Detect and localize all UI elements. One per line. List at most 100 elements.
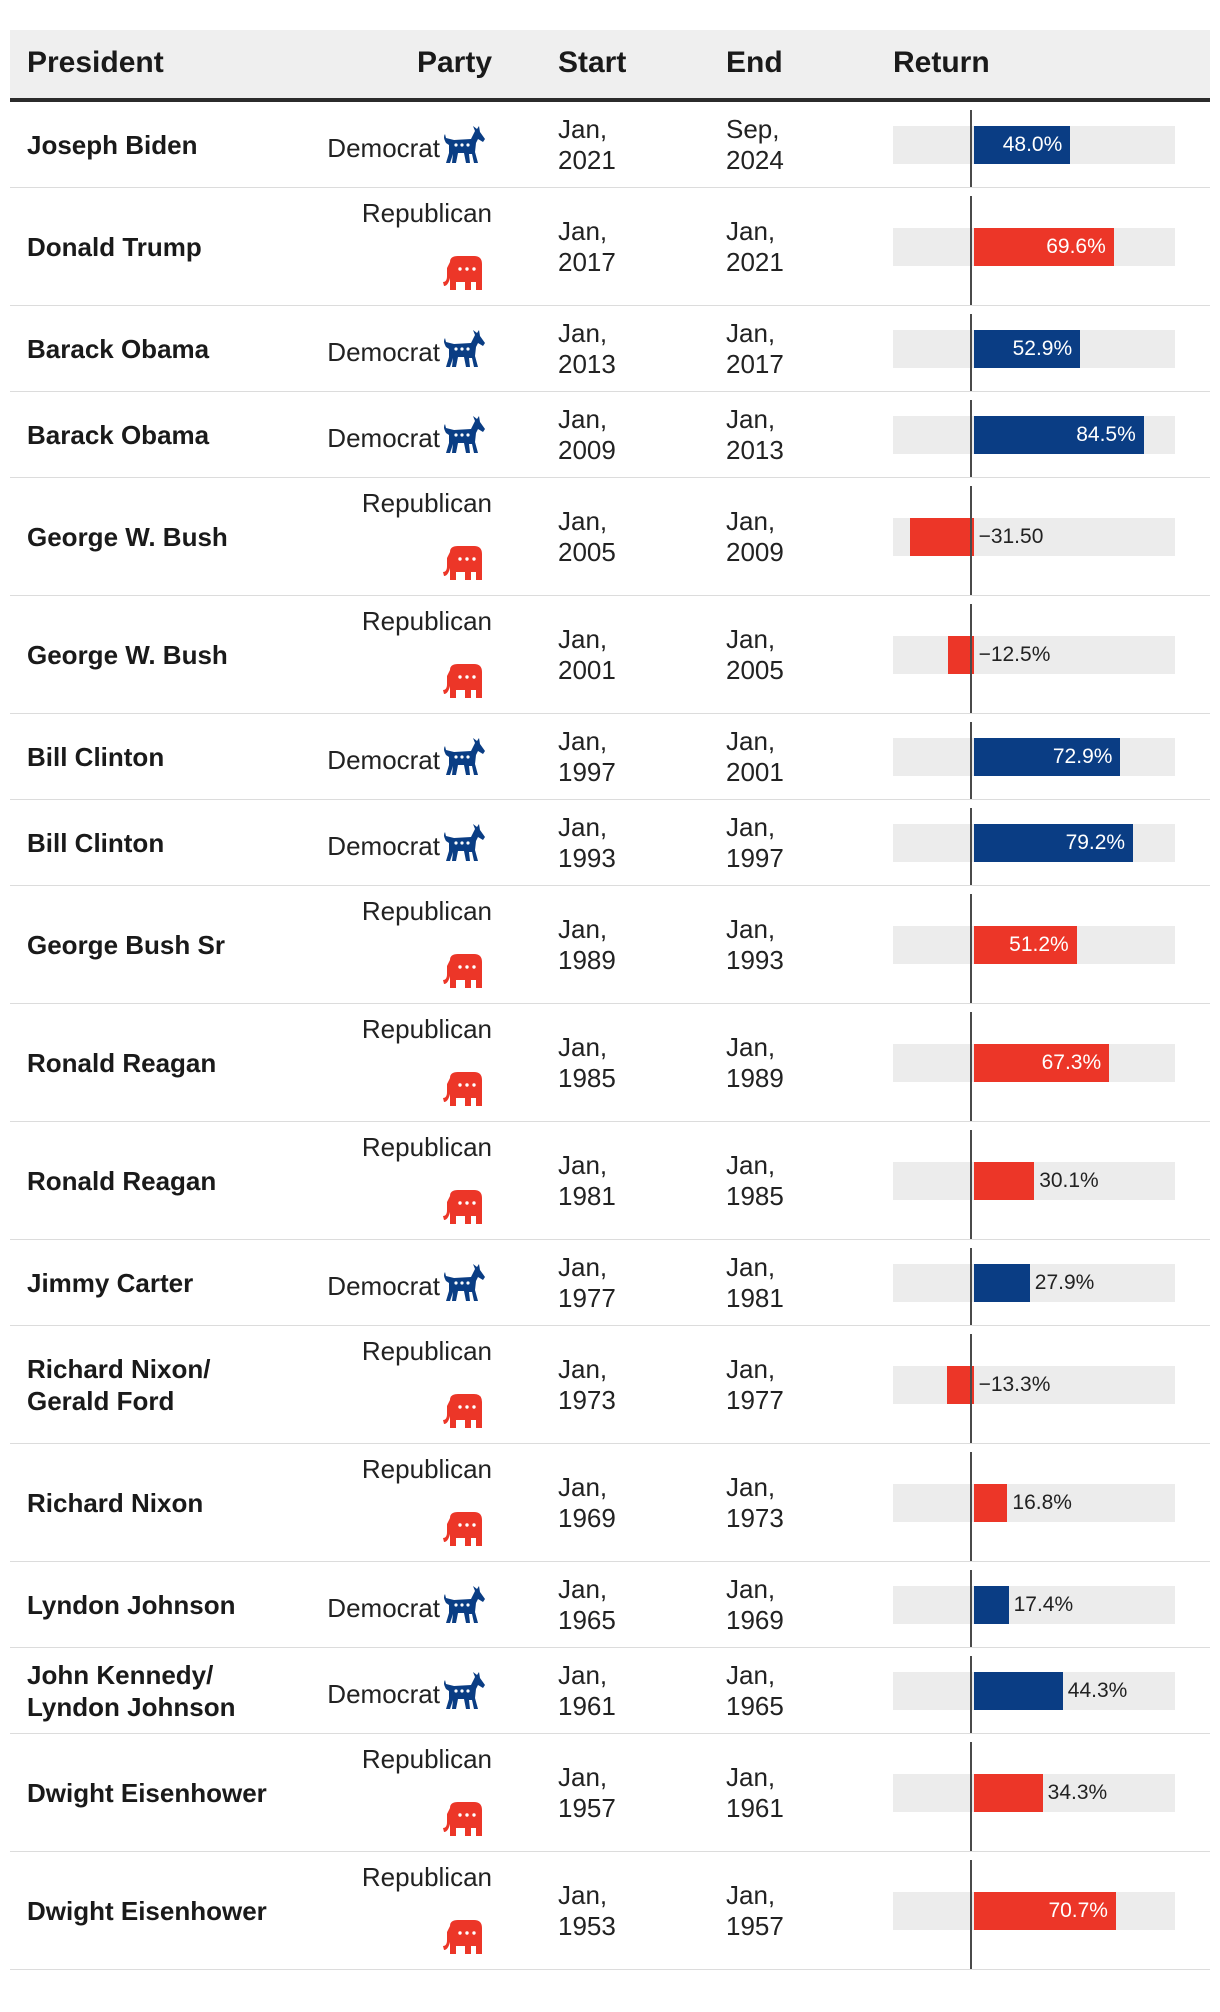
- party-label: Republican: [361, 1014, 492, 1044]
- donkey-icon: [442, 1263, 486, 1303]
- zero-axis-line: [970, 1742, 972, 1851]
- header-president: President: [27, 46, 164, 79]
- table-row: Richard Nixon Republican Jan, 1969 Jan, 1973 1…: [10, 1444, 1210, 1562]
- party-label: Republican: [361, 1454, 492, 1484]
- zero-axis-line: [970, 1452, 972, 1561]
- end-date: Jan, 1973: [726, 1471, 784, 1533]
- start-date: Jan, 1989: [558, 913, 616, 975]
- table-row: Ronald Reagan Republican Jan, 1981 Jan, 1985 3…: [10, 1122, 1210, 1240]
- president-name: Ronald Reagan: [27, 1165, 217, 1196]
- donkey-icon: [442, 1585, 486, 1625]
- bar-value-label: 30.1%: [1039, 1168, 1099, 1192]
- bar: [973, 1043, 1110, 1082]
- bar-track: 51.2%: [893, 925, 1175, 964]
- president-name: George W. Bush: [27, 639, 228, 670]
- bar-value-label: 34.3%: [1047, 1780, 1108, 1804]
- zero-axis-line: [970, 1248, 972, 1325]
- donkey-icon: [442, 329, 486, 369]
- start-date: Jan, 2017: [558, 215, 616, 277]
- bar: [973, 125, 1071, 164]
- end-date: Jan, 1997: [726, 811, 784, 873]
- start-date: Jan, 2021: [558, 113, 616, 175]
- zero-axis-line: [970, 1334, 972, 1443]
- zero-axis-line: [970, 1130, 972, 1239]
- party-label: Democrat: [327, 132, 440, 163]
- bar: [973, 1585, 1009, 1624]
- bar-track: 16.8%: [893, 1483, 1175, 1522]
- header-party: Party: [416, 46, 492, 79]
- end-date: Jan, 1969: [726, 1573, 784, 1635]
- bar-track: −12.5%: [893, 635, 1175, 674]
- bar-value-label: −13.3%: [978, 1372, 1051, 1396]
- bar-track: 72.9%: [893, 737, 1175, 776]
- table-row: Ronald Reagan Republican Jan, 1985 Jan, 1989 6…: [10, 1004, 1210, 1122]
- bar-track: −31.50: [893, 517, 1175, 556]
- table-row: George W. Bush Republican Jan, 2005 Jan, 2009…: [10, 478, 1210, 596]
- elephant-icon: [442, 1916, 486, 1956]
- bar-value-label: 70.7%: [1048, 1898, 1108, 1922]
- elephant-icon: [442, 1798, 486, 1838]
- elephant-icon: [442, 1390, 486, 1430]
- table-row: Barack Obama Democrat Jan, 2009 Jan, 2013 84.5…: [10, 392, 1210, 478]
- end-date: Jan, 1989: [726, 1031, 784, 1093]
- zero-axis-line: [970, 1860, 972, 1969]
- zero-axis-line: [970, 314, 972, 391]
- party-label: Democrat: [327, 744, 440, 775]
- elephant-icon: [442, 1186, 486, 1226]
- start-date: Jan, 1973: [558, 1353, 616, 1415]
- bar-track: 34.3%: [893, 1773, 1175, 1812]
- end-date: Jan, 2009: [726, 505, 784, 567]
- president-name: John Kennedy/ Lyndon Johnson: [27, 1659, 236, 1722]
- bar-track: 48.0%: [893, 125, 1175, 164]
- president-name: Jimmy Carter: [27, 1267, 194, 1298]
- party-label: Republican: [361, 1862, 492, 1892]
- end-date: Sep, 2024: [726, 113, 784, 175]
- bar: [948, 635, 974, 674]
- zero-axis-line: [970, 1012, 972, 1121]
- elephant-icon: [442, 1068, 486, 1108]
- bar: [973, 415, 1144, 454]
- bar-track: 70.7%: [893, 1891, 1175, 1930]
- party-label: Republican: [361, 488, 492, 518]
- table-header: President Party Start End Return: [10, 30, 1210, 102]
- bar-value-label: 27.9%: [1034, 1270, 1095, 1294]
- bar-value-label: 52.9%: [1012, 336, 1073, 360]
- party-label: Republican: [361, 896, 492, 926]
- president-name: Richard Nixon: [27, 1487, 204, 1518]
- bar-track: 67.3%: [893, 1043, 1175, 1082]
- zero-axis-line: [970, 196, 972, 305]
- donkey-icon: [442, 823, 486, 863]
- bar-track: 84.5%: [893, 415, 1175, 454]
- bar-track: 17.4%: [893, 1585, 1175, 1624]
- end-date: Jan, 2001: [726, 725, 784, 787]
- party-label: Republican: [361, 1132, 492, 1162]
- returns-table: President Party Start End Return Joseph …: [10, 30, 1210, 1970]
- party-label: Republican: [361, 1336, 492, 1366]
- bar: [973, 1483, 1008, 1522]
- table-row: Jimmy Carter Democrat Jan, 1977 Jan, 1981 27.9…: [10, 1240, 1210, 1326]
- end-date: Jan, 1957: [726, 1879, 784, 1941]
- zero-axis-line: [970, 110, 972, 187]
- bar-value-label: 84.5%: [1076, 422, 1136, 446]
- table-row: George W. Bush Republican Jan, 2001 Jan, 2005…: [10, 596, 1210, 714]
- table-body: Joseph Biden Democrat Jan, 2021 Sep, 2024 48.0…: [10, 102, 1210, 1970]
- start-date: Jan, 1965: [558, 1573, 616, 1635]
- zero-axis-line: [970, 808, 972, 885]
- bar-value-label: 16.8%: [1012, 1490, 1072, 1514]
- zero-axis-line: [970, 1656, 972, 1733]
- start-date: Jan, 2013: [558, 317, 616, 379]
- start-date: Jan, 1977: [558, 1251, 616, 1313]
- start-date: Jan, 2009: [558, 403, 616, 465]
- zero-axis-line: [970, 1570, 972, 1647]
- bar-track: 30.1%: [893, 1161, 1175, 1200]
- bar-value-label: 51.2%: [1009, 932, 1069, 956]
- table-row: Dwight Eisenhower Republican Jan, 1957 Jan, 1…: [10, 1734, 1210, 1852]
- table-row: Bill Clinton Democrat Jan, 1993 Jan, 1997 79.2…: [10, 800, 1210, 886]
- bar-value-label: 17.4%: [1013, 1592, 1074, 1616]
- president-name: Bill Clinton: [27, 827, 165, 858]
- table-row: Donald Trump Republican Jan, 2017 Jan, 2021 69…: [10, 188, 1210, 306]
- president-name: Joseph Biden: [27, 129, 198, 160]
- table-row: Lyndon Johnson Democrat Jan, 1965 Jan, 1969 17…: [10, 1562, 1210, 1648]
- zero-axis-line: [970, 486, 972, 595]
- bar: [973, 227, 1114, 266]
